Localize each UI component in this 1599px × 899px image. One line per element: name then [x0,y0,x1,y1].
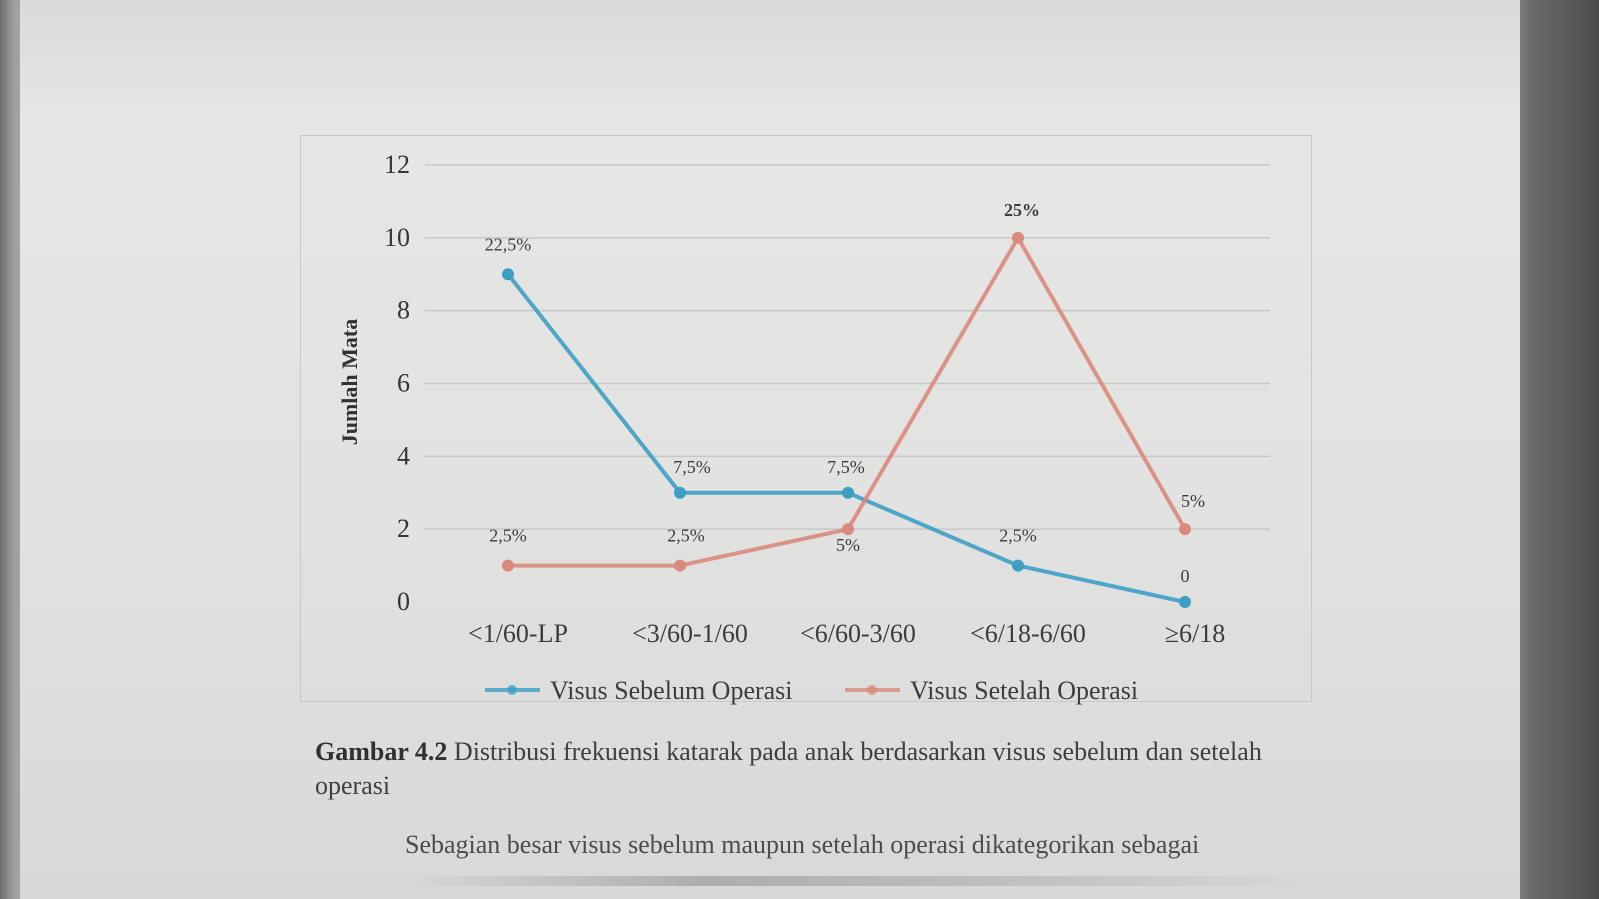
y-tick-label: 0 [397,587,410,616]
data-label: 5% [1181,491,1205,511]
data-label: 2,5% [999,526,1037,546]
data-point [502,268,514,281]
legend-label: Visus Sebelum Operasi [550,676,793,705]
data-point [1012,559,1024,572]
data-point [1012,231,1024,244]
x-axis-ticks: <1/60-LP <3/60-1/60 <6/60-3/60 <6/18-6/60 ≥6… [468,619,1225,648]
y-tick-label: 2 [397,514,410,543]
next-line-fragment [400,876,1320,886]
x-tick-label: <6/60-3/60 [800,619,916,648]
data-point [674,559,686,572]
data-point [1179,523,1191,536]
data-point [502,559,514,572]
data-label: 2,5% [667,526,705,546]
legend-marker [507,685,517,695]
body-paragraph: Sebagian besar visus sebelum maupun sete… [405,830,1200,859]
legend-label: Visus Setelah Operasi [910,676,1138,705]
y-tick-label: 8 [397,296,410,325]
data-label: 22,5% [485,234,532,254]
grid-lines [425,164,1270,530]
data-point [674,486,686,499]
y-axis-ticks: 0 2 4 6 8 10 12 [384,150,410,616]
data-label: 2,5% [489,526,527,546]
x-tick-label: <1/60-LP [468,619,568,648]
y-tick-label: 4 [397,441,410,470]
x-tick-label: <3/60-1/60 [632,619,748,648]
y-axis-label: Jumlah Mata [337,319,362,446]
line-chart: 0 2 4 6 8 10 12 Jumlah Mata 22,5% 7,5% 7,5% 2,5% 0… [337,150,1270,705]
data-label: 5% [836,535,860,555]
data-label: 25% [1004,200,1040,220]
caption-label: Gambar 4.2 [315,737,448,766]
document-page [20,0,1520,899]
series-lines: 22,5% 7,5% 7,5% 2,5% 0 2,5% 2,5% 5% 25% 5% [485,200,1205,608]
data-point [842,523,854,536]
legend: Visus Sebelum Operasi Visus Setelah Opera… [485,676,1138,705]
x-tick-label: <6/18-6/60 [970,619,1086,648]
figure-caption: Gambar 4.2 Distribusi frekuensi katarak … [315,735,1315,803]
y-tick-label: 12 [384,150,410,179]
x-tick-label: ≥6/18 [1165,619,1226,648]
y-tick-label: 6 [397,369,410,398]
data-point [1179,596,1191,608]
data-label: 0 [1181,566,1190,586]
data-point [842,486,854,499]
data-label: 7,5% [673,457,711,477]
y-tick-label: 10 [384,223,410,252]
legend-marker [867,685,877,695]
chart-frame [300,135,1312,702]
caption-text: Distribusi frekuensi katarak pada anak b… [315,737,1262,800]
data-label: 7,5% [827,457,865,477]
